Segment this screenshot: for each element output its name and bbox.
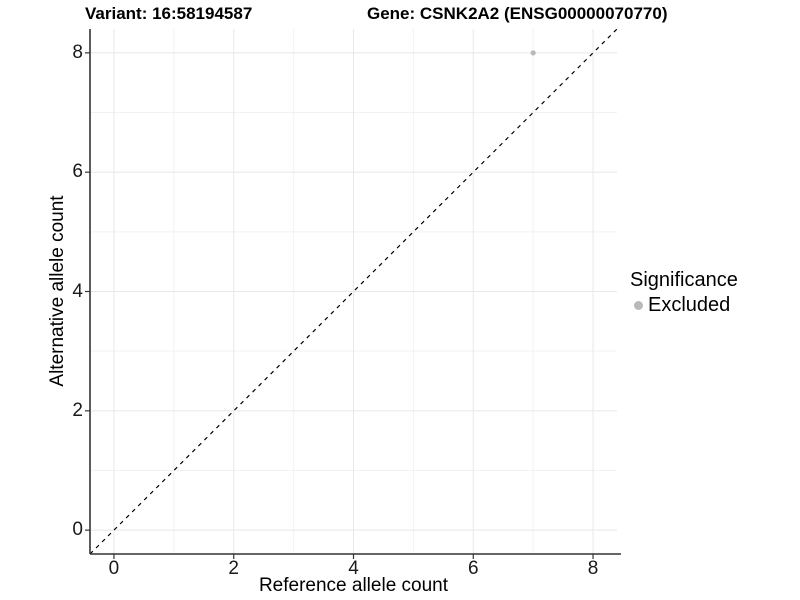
y-tick-label: 8	[72, 41, 83, 63]
y-tick-label: 6	[72, 161, 83, 183]
legend-title: Significance	[630, 269, 738, 291]
y-tick-label: 2	[72, 399, 83, 421]
y-tick-label: 4	[72, 280, 83, 302]
y-tick-label: 0	[72, 519, 83, 541]
legend-key-circle-icon	[634, 300, 643, 310]
x-tick-label: 6	[467, 558, 479, 579]
x-tick-label: 0	[108, 558, 120, 579]
x-tick-label: 4	[348, 558, 359, 579]
data-point-excluded	[530, 50, 536, 56]
legend-item-excluded: Excluded	[628, 293, 738, 317]
x-axis-title: Reference allele count	[258, 575, 449, 596]
x-tick-label: 2	[228, 558, 240, 579]
legend-item-label: Excluded	[648, 294, 731, 316]
legend: Significance Excluded	[628, 268, 738, 317]
gene-title: Gene: CSNK2A2 (ENSG00000070770)	[367, 4, 668, 23]
variant-title: Variant: 16:58194587	[85, 4, 253, 23]
legend-items: Excluded	[628, 293, 738, 317]
x-tick-label: 8	[587, 558, 599, 579]
